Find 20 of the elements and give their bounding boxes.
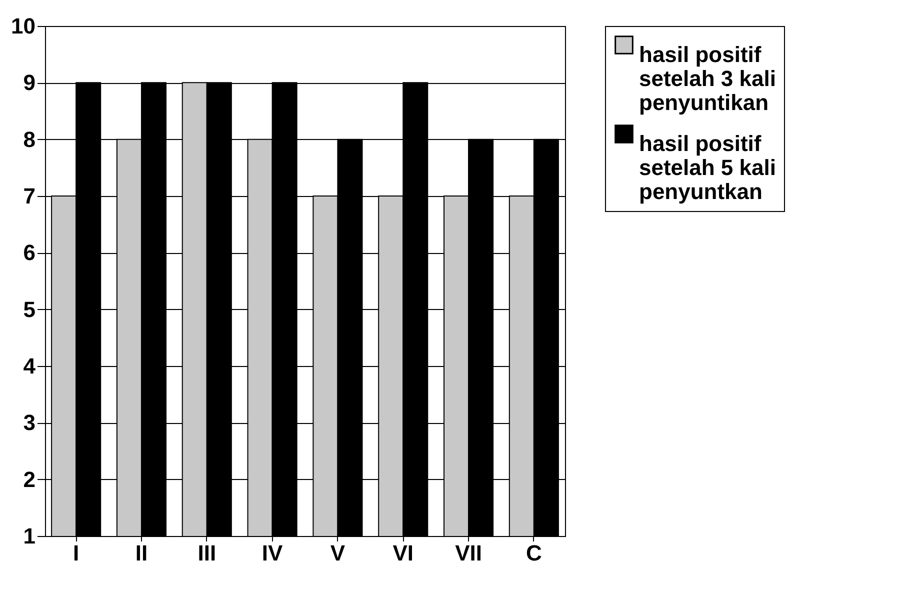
y-tick-label: 3 <box>23 410 36 436</box>
x-tick-label: V <box>330 540 346 566</box>
y-tick-label: 2 <box>23 466 36 492</box>
y-tick-label: 1 <box>23 524 36 548</box>
legend-label: hasil positif setelah 3 kali penyuntikan <box>639 42 776 115</box>
y-tick-label: 10 <box>11 14 36 38</box>
y-tick-label: 6 <box>23 240 36 266</box>
x-tick-label: VI <box>392 540 414 566</box>
y-tick-label: 7 <box>23 184 36 208</box>
x-tick-label: III <box>198 540 216 566</box>
x-tick-label: I <box>73 540 80 566</box>
x-tick-label: C <box>526 540 542 566</box>
x-tick-label: II <box>135 540 148 566</box>
legend-label: hasil positif setelah 5 kali penyuntkan <box>639 131 776 204</box>
y-tick-label: 4 <box>23 354 36 378</box>
y-tick-label: 5 <box>23 296 36 322</box>
y-tick-label: 8 <box>23 126 36 152</box>
y-tick-label: 9 <box>23 70 36 96</box>
x-tick-label: IV <box>262 540 284 566</box>
x-tick-label: VII <box>455 540 482 566</box>
